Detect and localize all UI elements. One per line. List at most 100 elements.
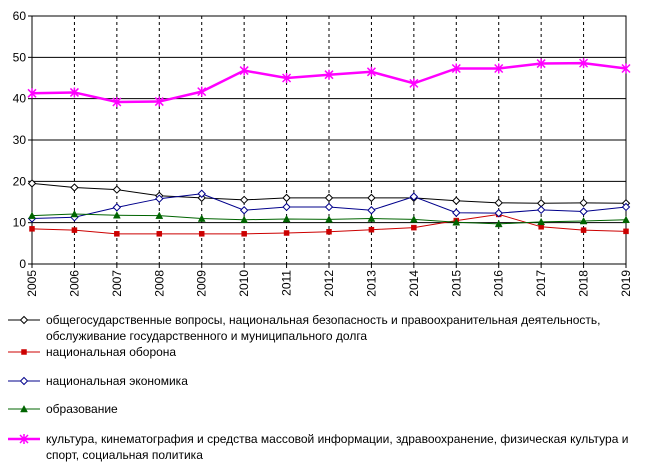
data-point [156,231,163,237]
data-point [622,215,630,224]
x-tick-label: 2013 [364,270,378,297]
data-point [112,185,122,194]
legend-marker [19,376,29,386]
legend-label-social: культура, кинематография и средства масс… [46,432,629,462]
x-tick-label: 2016 [492,270,506,297]
legend-swatch-general [8,315,40,325]
data-point [324,69,334,80]
x-tick-label: 2018 [577,270,591,297]
data-point [71,227,78,233]
series-3 [28,209,630,228]
data-point [452,218,461,226]
data-point [579,216,588,225]
x-tick-label: 2007 [110,270,124,297]
data-point [70,183,79,192]
x-tick-label: 2006 [67,270,81,297]
x-tick-label: 2010 [237,270,251,297]
series-lines [27,58,631,237]
legend-label-education: образование [46,402,118,416]
legend-swatch-economy [8,376,40,386]
data-point [155,194,164,203]
data-point [282,202,291,212]
data-point [579,207,588,216]
data-point [197,86,207,97]
legend-label-economy: национальная экономика [46,374,188,388]
data-point [494,219,503,228]
data-point [325,215,333,223]
data-point [623,228,629,235]
x-tick-label: 2014 [407,270,421,297]
data-point [326,229,332,235]
series-4 [27,58,631,107]
data-point [29,226,35,232]
data-point [621,202,631,212]
data-point [367,206,376,215]
x-tick-label: 2015 [449,270,463,297]
legend-marker [20,404,28,413]
data-point [70,209,79,218]
data-point [368,226,375,233]
data-point [411,224,417,231]
data-point [409,192,419,201]
x-tick-label: 2019 [619,270,633,297]
data-point [198,231,205,237]
data-point [367,214,376,222]
legend-label-general: общегосударственные вопросы, национальна… [46,313,601,343]
y-tick-label: 10 [13,216,27,230]
data-point [282,73,292,83]
data-point [240,215,249,224]
data-point [28,211,36,219]
y-tick-label: 30 [13,133,27,147]
y-axis-ticks: 0 10 20 30 40 50 60 [13,9,32,271]
data-point [239,195,249,205]
data-point [324,202,334,212]
data-point [241,231,247,237]
y-tick-label: 40 [13,92,27,106]
legend-swatch-social [8,434,40,444]
x-tick-label: 2011 [280,270,294,296]
data-point [409,78,419,89]
legend-marker [21,349,27,355]
data-point [239,65,249,76]
y-tick-label: 50 [13,50,27,64]
data-point [114,231,120,237]
data-point [536,58,546,69]
y-tick-label: 20 [13,174,27,188]
y-tick-label: 60 [13,9,27,23]
x-tick-label: 2012 [322,270,336,297]
x-tick-label: 2009 [195,270,209,297]
x-tick-label: 2005 [25,270,39,297]
x-tick-label: 2008 [152,270,166,297]
data-point [283,230,290,236]
data-point [27,88,37,99]
x-axis-ticks: 2005 2006 2007 2008 2009 2010 2011 2012 2013 2014… [25,264,633,297]
data-point [367,193,376,203]
data-point [197,189,206,198]
legend-marker [19,434,29,444]
data-point [409,215,418,223]
data-point [494,208,503,218]
data-point [536,205,546,215]
data-point [282,193,291,203]
legend-swatch-education [8,404,40,413]
y-tick-label: 0 [19,257,26,271]
data-point [451,63,461,74]
data-point [452,196,461,205]
grid-lines [32,16,626,264]
data-point [154,96,164,107]
legend-label-defense: национальная оборона [46,345,177,359]
data-point [537,217,546,226]
legend-swatch-defense [8,349,40,355]
x-tick-label: 2017 [534,270,548,297]
data-point [112,203,122,212]
data-point [579,198,588,208]
data-point [27,179,37,188]
data-point [366,66,376,77]
data-point [580,227,587,233]
data-point [579,58,589,69]
data-point [324,193,334,203]
data-point [494,198,503,208]
data-point [282,214,291,223]
data-point [197,214,206,222]
